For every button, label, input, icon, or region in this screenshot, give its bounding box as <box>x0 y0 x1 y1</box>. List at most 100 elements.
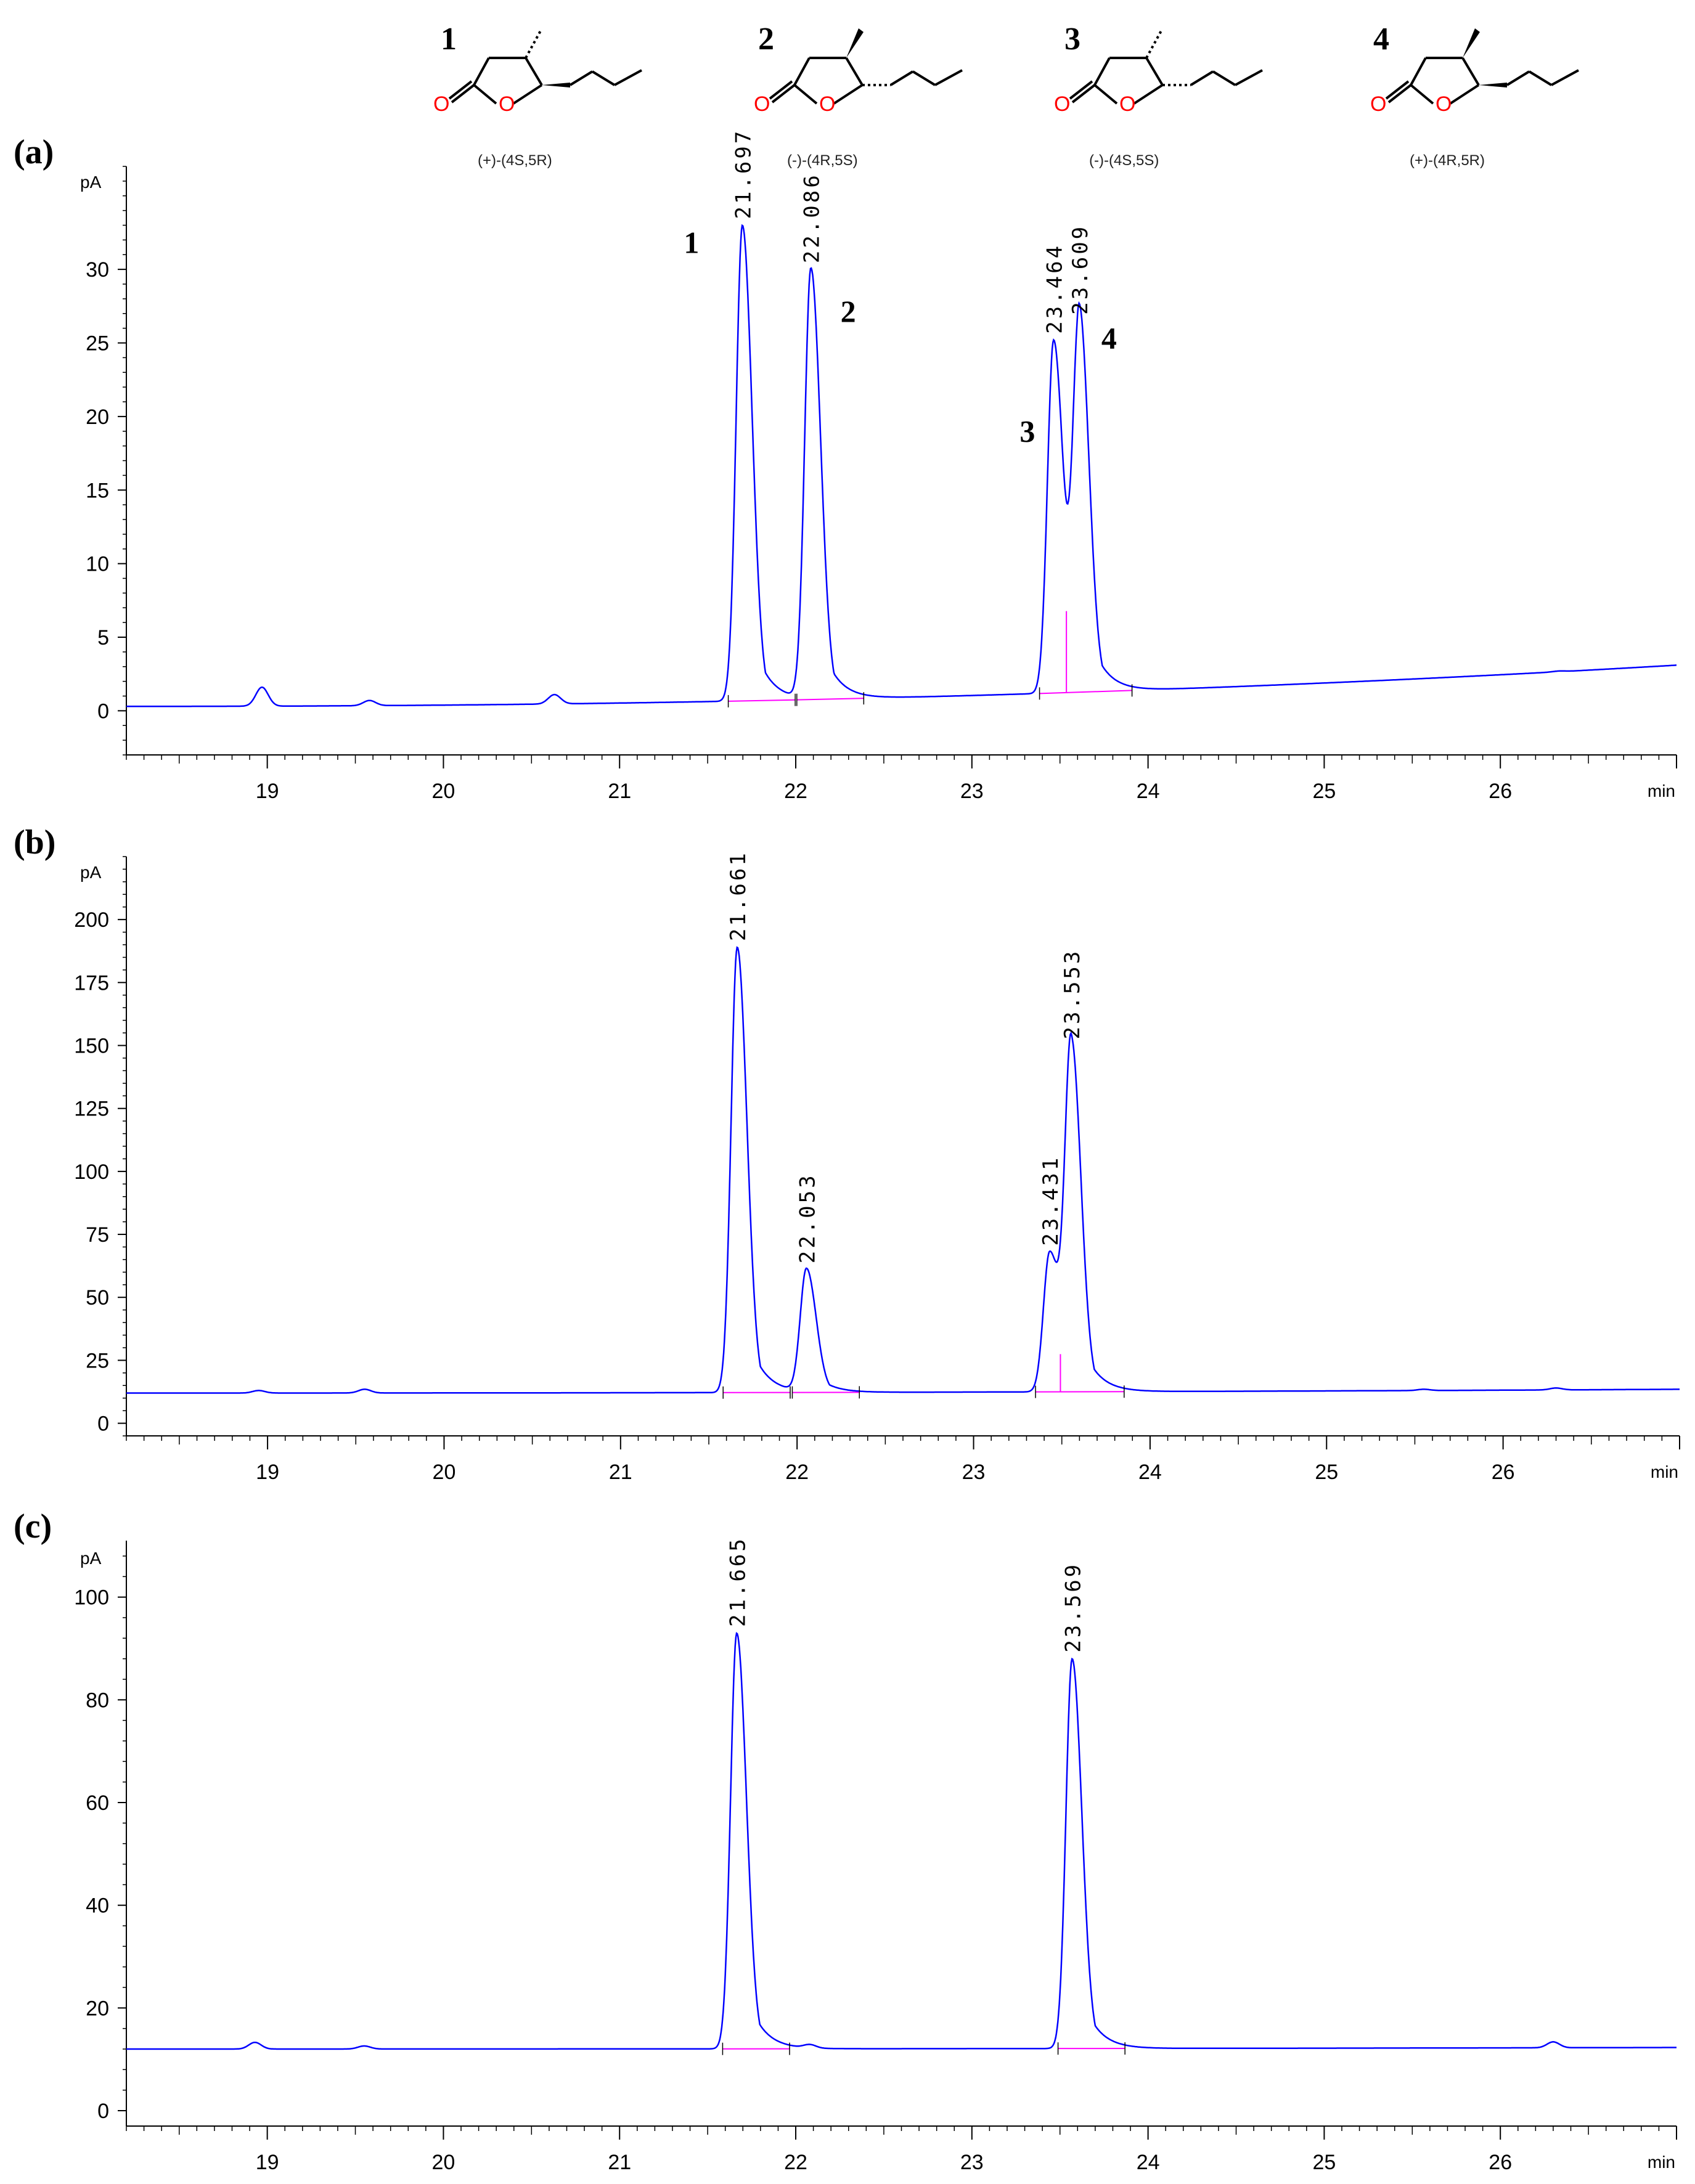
x-tick-label: 26 <box>1492 1461 1515 1484</box>
compound-4-stereo: (+)-(4R,5R) <box>1410 152 1485 169</box>
compound-3-number: 3 <box>1064 22 1080 57</box>
x-tick-label: 23 <box>962 1461 986 1484</box>
peak-rt-label: 23.569 <box>1061 1562 1085 1653</box>
y-tick-label: 20 <box>86 1997 109 2020</box>
compound-1-number: 1 <box>441 22 457 57</box>
compound-3-structure <box>1069 30 1263 105</box>
y-tick-label: 0 <box>97 1412 109 1436</box>
compound-3: 3 O O (-)-(4S,5S) <box>1054 22 1263 169</box>
y-tick-label: 60 <box>86 1791 109 1815</box>
x-tick-label: 24 <box>1137 2151 1160 2174</box>
structures-header: 1 O O (+)-(4S,5R) 2 <box>433 22 1579 169</box>
x-tick-label: 25 <box>1312 2151 1336 2174</box>
y-tick-label: 80 <box>86 1689 109 1712</box>
x-unit-label: min <box>1651 1462 1678 1481</box>
integration-baseline <box>796 698 864 701</box>
y-tick-label: 150 <box>74 1035 109 1058</box>
y-tick-label: 0 <box>97 2100 109 2123</box>
y-tick-label: 25 <box>86 332 109 356</box>
peak-rt-label: 23.464 <box>1042 243 1067 334</box>
y-unit-label: pA <box>80 863 102 882</box>
compound-4-ring-oxygen: O <box>1436 92 1452 116</box>
x-tick-label: 26 <box>1489 2151 1512 2174</box>
peak-id-label: 1 <box>684 226 699 260</box>
compound-1-carbonyl-oxygen: O <box>433 92 449 116</box>
compound-2-stereo: (-)-(4R,5S) <box>787 152 858 169</box>
y-tick-label: 20 <box>86 405 109 429</box>
compound-3-ring-oxygen: O <box>1119 92 1135 116</box>
x-tick-label: 25 <box>1315 1461 1338 1484</box>
compound-2: 2 O O (-)-(4R,5S) <box>754 22 963 169</box>
x-tick-label: 21 <box>609 1461 632 1484</box>
x-tick-label: 25 <box>1312 780 1336 803</box>
x-unit-label: min <box>1648 781 1675 801</box>
y-tick-label: 125 <box>74 1098 109 1121</box>
peak-rt-label: 22.053 <box>795 1173 820 1263</box>
x-tick-label: 20 <box>432 2151 455 2174</box>
peak-rt-label: 21.661 <box>726 850 751 941</box>
x-tick-label: 24 <box>1137 780 1160 803</box>
x-tick-label: 21 <box>608 780 631 803</box>
compound-2-structure <box>769 28 963 105</box>
panel-b: (b) pA 0 25 50 75 100 125 150 175 200 19 20 21 22 23 24 2… <box>14 823 1680 1484</box>
compound-1-structure <box>448 30 642 105</box>
y-tick-label: 10 <box>86 553 109 576</box>
compound-4-carbonyl-oxygen: O <box>1370 92 1386 116</box>
compound-2-ring-oxygen: O <box>819 92 835 116</box>
peak-rt-label: 22.086 <box>800 173 825 263</box>
x-tick-label: 23 <box>960 780 984 803</box>
integration-baseline <box>1039 690 1132 695</box>
peak-rt-label: 23.553 <box>1060 949 1085 1040</box>
signal-trace <box>126 946 1680 1394</box>
compound-4: 4 O O (+)-(4R,5R) <box>1370 22 1579 169</box>
y-tick-label: 5 <box>97 626 109 650</box>
x-tick-label: 19 <box>256 2151 279 2174</box>
panel-label: (c) <box>14 1507 52 1546</box>
compound-1-ring-oxygen: O <box>499 92 515 116</box>
compound-4-structure <box>1385 28 1579 105</box>
x-tick-label: 21 <box>608 2151 631 2174</box>
x-tick-label: 22 <box>785 1461 809 1484</box>
y-tick-label: 40 <box>86 1894 109 1918</box>
x-unit-label: min <box>1648 2153 1675 2172</box>
peak-rt-label: 23.609 <box>1068 224 1093 315</box>
compound-1: 1 O O (+)-(4S,5R) <box>433 22 642 169</box>
x-tick-label: 22 <box>784 780 807 803</box>
y-tick-label: 100 <box>74 1160 109 1184</box>
compound-4-number: 4 <box>1373 22 1389 57</box>
compound-2-number: 2 <box>758 22 774 57</box>
compound-3-stereo: (-)-(4S,5S) <box>1089 152 1159 169</box>
x-tick-label: 19 <box>256 780 279 803</box>
y-tick-label: 30 <box>86 258 109 282</box>
signal-trace <box>126 1632 1677 2050</box>
signal-trace <box>126 224 1677 707</box>
y-tick-label: 50 <box>86 1286 109 1310</box>
peak-rt-label: 21.665 <box>725 1536 750 1627</box>
y-tick-label: 100 <box>74 1586 109 1610</box>
panel-c: (c) pA 0 20 40 60 80 100 19 20 21 22 23 24 25 26 min 21.6… <box>14 1507 1677 2174</box>
compound-1-stereo: (+)-(4S,5R) <box>478 152 552 169</box>
peak-rt-label: 23.431 <box>1039 1155 1063 1246</box>
y-tick-label: 15 <box>86 479 109 502</box>
x-tick-label: 20 <box>433 1461 456 1484</box>
x-tick-label: 26 <box>1489 780 1512 803</box>
peak-id-label: 3 <box>1019 414 1035 449</box>
compound-3-carbonyl-oxygen: O <box>1054 92 1070 116</box>
x-tick-label: 23 <box>960 2151 984 2174</box>
panel-label: (b) <box>14 823 55 862</box>
x-tick-label: 19 <box>256 1461 279 1484</box>
x-tick-label: 22 <box>784 2151 807 2174</box>
peak-id-label: 2 <box>841 294 856 328</box>
y-tick-label: 200 <box>74 908 109 932</box>
y-tick-label: 25 <box>86 1349 109 1372</box>
peak-rt-label: 21.697 <box>731 129 756 219</box>
panel-label: (a) <box>14 133 54 171</box>
peak-id-label: 4 <box>1101 321 1117 356</box>
x-tick-label: 20 <box>432 780 455 803</box>
y-unit-label: pA <box>80 1549 102 1568</box>
y-tick-label: 175 <box>74 971 109 995</box>
y-tick-label: 0 <box>97 699 109 723</box>
x-tick-label: 24 <box>1138 1461 1162 1484</box>
